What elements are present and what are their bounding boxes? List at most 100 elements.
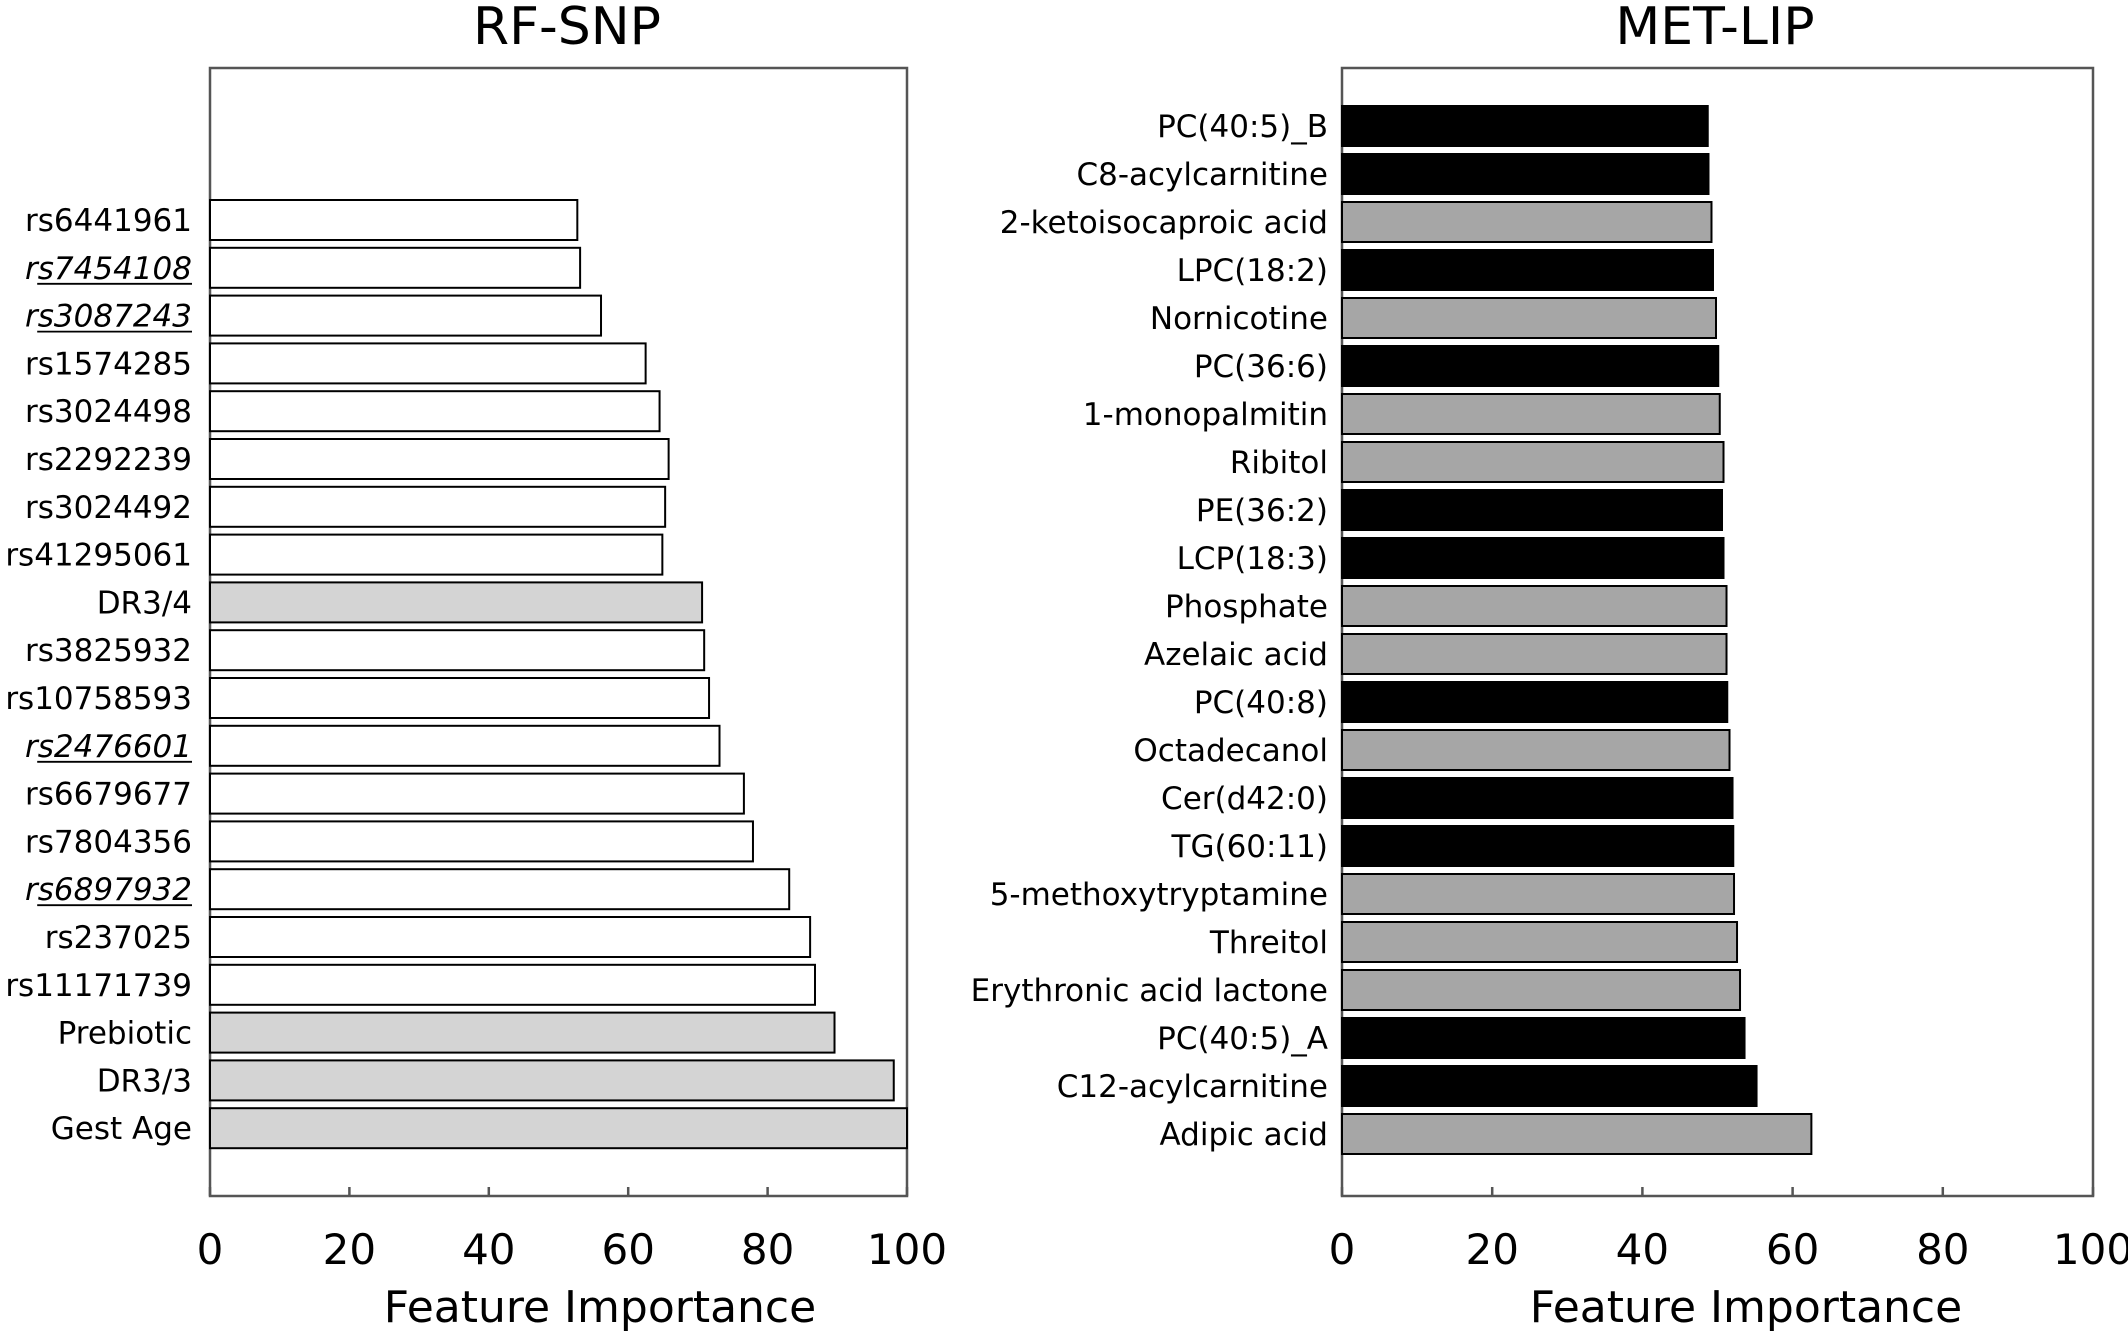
bar-rs6441961 [209, 199, 579, 241]
category-label: rs10758593 [5, 681, 192, 717]
x-tick-label: 80 [741, 1225, 794, 1274]
met-lip-title: MET-LIP [1615, 0, 1814, 57]
category-label: rs6441961 [25, 203, 192, 239]
rf-snp-category-labels: rs6441961 rs7454108 rs3087243 rs1574285 rs30… [5, 203, 192, 1147]
bar-rs6897932 [209, 868, 791, 911]
x-tick-label: 60 [1766, 1225, 1819, 1274]
bar-c8-acylcarnitine [1341, 153, 1710, 195]
bar-dr3-3 [209, 1059, 895, 1102]
bar-1-monopalmitin [1341, 393, 1721, 435]
bar-pc-40-5-a [1341, 1017, 1746, 1059]
bar-lcp-18-3 [1341, 537, 1725, 579]
x-tick-label: 40 [462, 1225, 515, 1274]
bar-rs3087243 [209, 294, 603, 337]
bar-ribitol [1341, 441, 1725, 483]
bar-5-methoxytryptamine [1341, 873, 1736, 915]
rf-snp-x-axis-label: Feature Importance [384, 1282, 816, 1333]
category-label: Erythronic acid lactone [971, 973, 1328, 1009]
category-label: rs6897932 [25, 872, 192, 908]
bar-pc-40-8 [1341, 681, 1729, 723]
met-lip-panel: MET-LIP PC(40:5)_B C8-acylcarnitine 2-keto… [971, 0, 2128, 1333]
category-label: rs237025 [45, 920, 192, 956]
bar-rs7454108 [209, 246, 582, 289]
category-label: Azelaic acid [1144, 637, 1328, 673]
category-label: rs7804356 [25, 824, 192, 860]
bar-rs2292239 [209, 438, 670, 480]
bar-rs1574285 [209, 342, 647, 385]
met-lip-category-labels: PC(40:5)_B C8-acylcarnitine 2-ketoisocapro… [971, 109, 1328, 1153]
category-label: rs3825932 [25, 633, 192, 669]
category-label: rs7454108 [25, 251, 192, 287]
bar-erythronic-acid-lactone [1341, 969, 1742, 1011]
bar-octadecanol [1341, 729, 1731, 771]
bar-rs3825932 [209, 629, 706, 672]
category-label: C12-acylcarnitine [1057, 1069, 1328, 1105]
bar-prebiotic [209, 1011, 836, 1054]
category-label: rs3024498 [25, 394, 192, 430]
bar-tg-60-11 [1341, 825, 1735, 867]
bar-rs41295061 [209, 533, 664, 576]
bar-c12-acylcarnitine [1341, 1065, 1758, 1107]
category-label: LPC(18:2) [1177, 253, 1328, 289]
bar-rs11171739 [209, 963, 816, 1006]
category-label: C8-acylcarnitine [1076, 157, 1328, 193]
category-label: Adipic acid [1160, 1117, 1328, 1153]
category-label: PC(40:5)_B [1157, 109, 1328, 145]
bar-azelaic-acid [1341, 633, 1728, 675]
bar-phosphate [1341, 585, 1728, 627]
bar-rs7804356 [209, 820, 754, 863]
category-label: 2-ketoisocaproic acid [1000, 205, 1328, 241]
bar-pe-36-2 [1341, 489, 1724, 531]
bar-nornicotine [1341, 297, 1717, 339]
rf-snp-x-axis-ticks: 0 20 40 60 80 100 [197, 1187, 947, 1274]
category-label: Nornicotine [1150, 301, 1328, 337]
rf-snp-title: RF-SNP [473, 0, 661, 57]
bar-threitol [1341, 921, 1739, 963]
bar-cer-d42-0 [1341, 777, 1734, 819]
category-label: Prebiotic [58, 1016, 192, 1052]
bar-pc-40-5-b [1341, 105, 1709, 147]
met-lip-x-axis-label: Feature Importance [1530, 1282, 1962, 1333]
category-label: 1-monopalmitin [1083, 397, 1328, 433]
bar-rs3024498 [209, 390, 661, 433]
category-label: 5-methoxytryptamine [990, 877, 1328, 913]
category-label: PC(36:6) [1194, 349, 1328, 385]
category-label: rs3024492 [25, 490, 192, 526]
category-label: Phosphate [1165, 589, 1328, 625]
category-label: rs41295061 [5, 538, 192, 574]
x-tick-label: 40 [1616, 1225, 1669, 1274]
bar-adipic-acid [1341, 1113, 1813, 1155]
category-label: Cer(d42:0) [1161, 781, 1328, 817]
bar-gest-age [209, 1107, 908, 1150]
category-label: Threitol [1209, 925, 1328, 961]
category-label: Octadecanol [1133, 733, 1328, 769]
bar-rs6679677 [209, 772, 745, 815]
x-tick-label: 0 [1329, 1225, 1356, 1274]
x-tick-label: 100 [867, 1225, 947, 1274]
category-label: DR3/3 [97, 1063, 192, 1099]
bar-rs237025 [209, 916, 812, 958]
category-label: DR3/4 [97, 585, 192, 621]
category-label: rs2476601 [25, 729, 192, 765]
rf-snp-bars [209, 199, 908, 1150]
x-tick-label: 80 [1916, 1225, 1969, 1274]
category-label: PC(40:8) [1194, 685, 1328, 721]
x-tick-label: 100 [2053, 1225, 2128, 1274]
category-label: rs6679677 [25, 777, 192, 813]
category-label: rs11171739 [5, 968, 192, 1004]
category-label: PE(36:2) [1196, 493, 1328, 529]
category-label: TG(60:11) [1171, 829, 1328, 865]
bar-rs2476601 [209, 724, 721, 767]
category-label: LCP(18:3) [1177, 541, 1328, 577]
bar-rs3024492 [209, 485, 667, 528]
met-lip-x-axis-ticks: 0 20 40 60 80 100 [1329, 1187, 2128, 1274]
bar-pc-36-6 [1341, 345, 1720, 387]
rf-snp-panel: RF-SNP rs6441961 rs7454108 rs3087243 rs1574… [5, 0, 947, 1333]
x-tick-label: 60 [601, 1225, 654, 1274]
bar-dr3-4 [209, 581, 704, 624]
bar-lpc-18-2 [1341, 249, 1714, 291]
met-lip-bars [1341, 105, 1813, 1155]
category-label: rs3087243 [25, 299, 192, 335]
x-tick-label: 20 [323, 1225, 376, 1274]
